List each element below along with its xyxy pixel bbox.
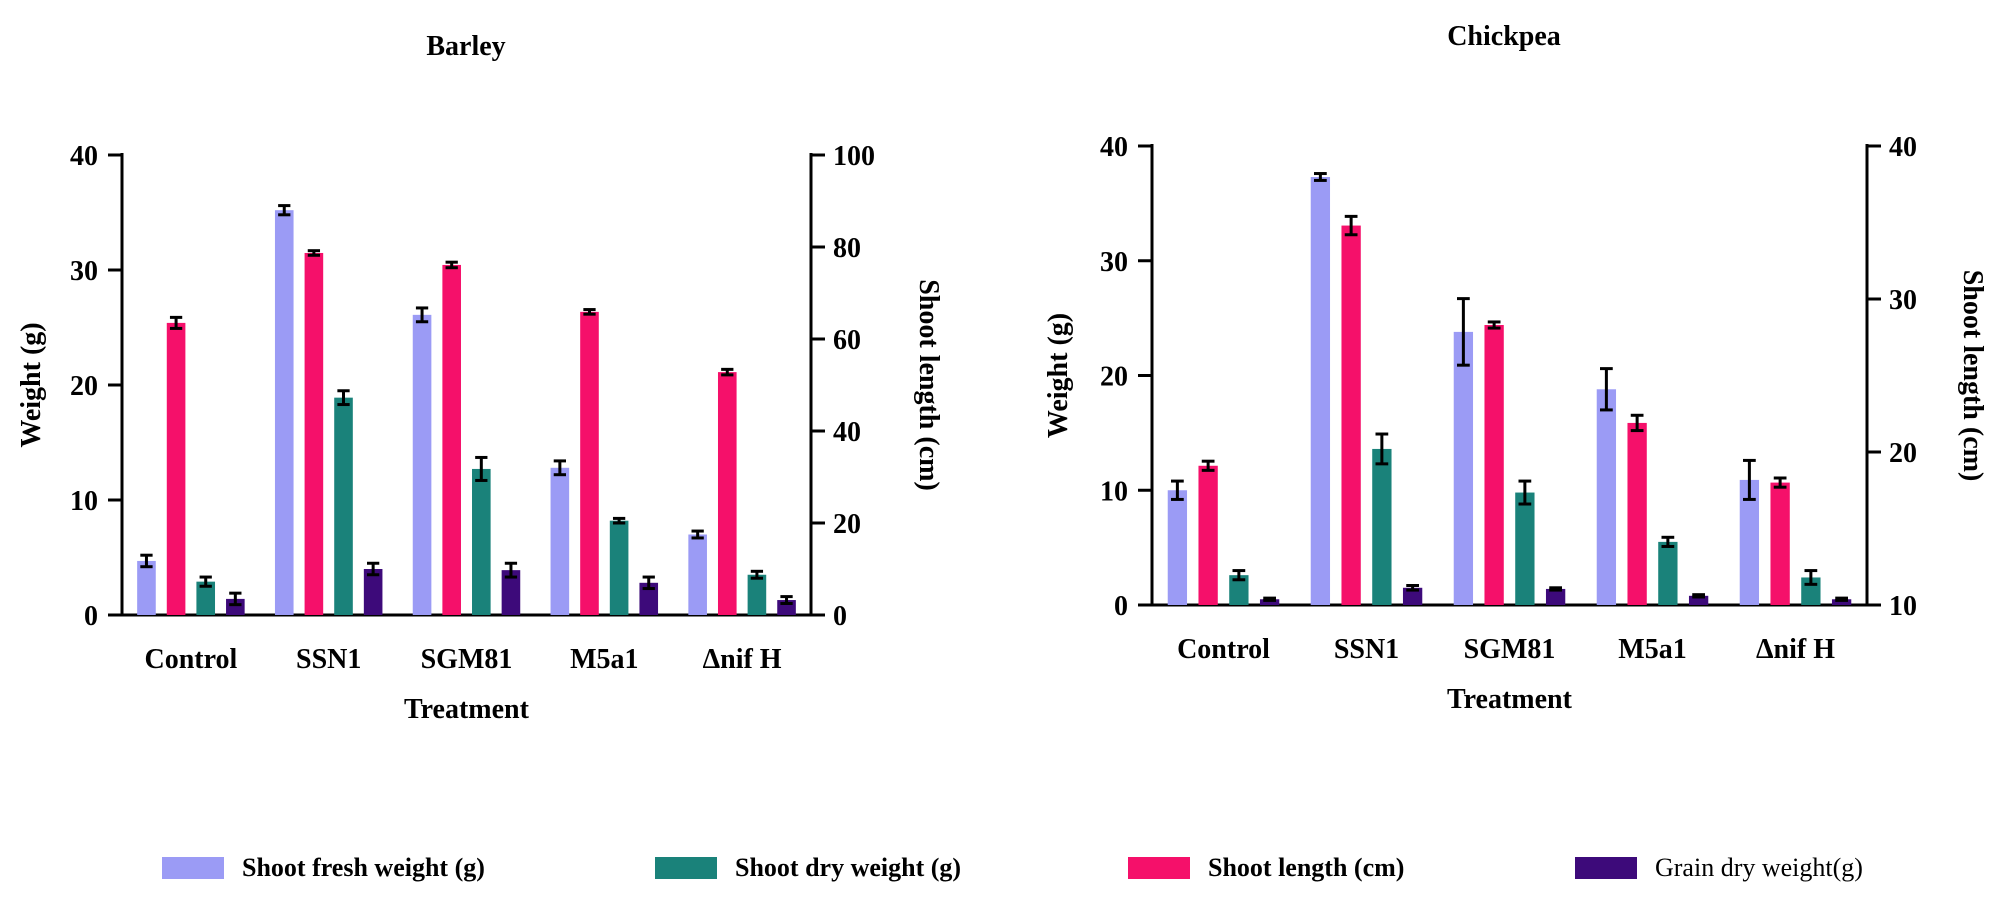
x-tick-label: SGM81: [1464, 634, 1556, 665]
bar-chickpea-shoot-fresh-weight-1: [1310, 176, 1331, 606]
bar-chickpea-shoot-length-3: [1627, 422, 1647, 605]
bar-barley-shoot-dry-weight-1: [334, 397, 353, 615]
bar-chickpea-shoot-length-1: [1341, 225, 1361, 605]
x-tick-label: Δnif H: [703, 644, 782, 675]
y-tick-label-left: 30: [70, 256, 98, 287]
bar-barley-shoot-fresh-weight-0: [137, 560, 156, 615]
legend-label-shoot-dry-weight: Shoot dry weight (g): [735, 853, 962, 882]
bar-chickpea-shoot-dry-weight-1: [1372, 448, 1392, 605]
bar-barley-shoot-fresh-weight-1: [274, 210, 294, 615]
x-tick-label: M5a1: [570, 644, 638, 675]
bar-chickpea-shoot-dry-weight-3: [1658, 541, 1678, 605]
y-tick-label-left: 0: [84, 601, 98, 632]
x-tick-label: Δnif H: [1756, 634, 1835, 665]
bar-barley-shoot-length-0: [166, 322, 186, 615]
bar-barley-shoot-dry-weight-0: [196, 581, 216, 615]
bar-barley-grain-dry-weight-3: [639, 582, 659, 615]
y-tick-label-right: 20: [1889, 438, 1917, 469]
y-tick-label-left: 20: [1100, 362, 1128, 393]
bar-barley-shoot-length-4: [717, 372, 737, 615]
bar-chickpea-grain-dry-weight-2: [1545, 588, 1566, 605]
y-tick-label-left: 40: [70, 141, 98, 172]
bar-chickpea-shoot-fresh-weight-0: [1167, 490, 1188, 605]
x-axis-label: Treatment: [404, 694, 530, 725]
legend-item-grain-dry-weight: Grain dry weight(g): [1575, 848, 1863, 888]
bar-chickpea-shoot-dry-weight-2: [1515, 492, 1535, 605]
y-tick-label-right: 40: [1889, 132, 1917, 163]
bar-barley-grain-dry-weight-1: [363, 569, 383, 615]
bar-barley-shoot-fresh-weight-4: [688, 534, 707, 615]
legend-item-shoot-fresh-weight: Shoot fresh weight (g): [162, 848, 485, 888]
y-tick-label-right: 0: [833, 601, 847, 632]
bar-barley-shoot-dry-weight-2: [472, 468, 491, 615]
x-tick-label: Control: [1177, 634, 1270, 665]
chickpea-chart: Chickpea 0 10 20 30 40 10 20 30 40 Weight (g) Shoot…: [1043, 21, 1988, 715]
bar-barley-shoot-dry-weight-4: [747, 574, 767, 615]
legend-swatch-shoot-fresh-weight: [162, 857, 224, 879]
y-tick-label-left: 30: [1100, 247, 1128, 278]
bar-barley-shoot-dry-weight-3: [609, 520, 629, 615]
y-axis-label-left: Weight (g): [16, 322, 47, 447]
chart-title: Chickpea: [1447, 21, 1561, 52]
bar-barley-grain-dry-weight-2: [501, 570, 521, 615]
y-tick-label-right: 30: [1889, 285, 1917, 316]
legend-swatch-shoot-length: [1128, 857, 1190, 879]
y-tick-label-left: 10: [70, 486, 98, 517]
bar-chickpea-shoot-length-0: [1198, 465, 1218, 605]
bar-chickpea-grain-dry-weight-0: [1259, 599, 1280, 605]
bar-barley-shoot-length-3: [580, 311, 599, 615]
legend: Shoot fresh weight (g) Shoot dry weight …: [0, 848, 1999, 888]
legend-swatch-grain-dry-weight: [1575, 857, 1637, 879]
x-tick-label: M5a1: [1618, 634, 1686, 665]
x-tick-label: SSN1: [1334, 634, 1399, 665]
bar-chickpea-grain-dry-weight-3: [1688, 595, 1709, 605]
bar-chickpea-shoot-dry-weight-0: [1229, 575, 1249, 605]
bar-chickpea-grain-dry-weight-4: [1831, 599, 1852, 605]
bar-barley-shoot-length-1: [304, 252, 324, 616]
legend-label-shoot-fresh-weight: Shoot fresh weight (g): [242, 853, 485, 882]
y-tick-label-right: 10: [1889, 591, 1917, 622]
x-tick-label: Control: [144, 644, 237, 675]
bar-barley-shoot-fresh-weight-2: [412, 314, 432, 615]
y-axis-label-right: Shoot length (cm): [913, 279, 944, 491]
chart-title: Barley: [426, 31, 505, 62]
x-tick-label: SSN1: [296, 644, 361, 675]
legend-item-shoot-dry-weight: Shoot dry weight (g): [655, 848, 961, 888]
legend-label-grain-dry-weight: Grain dry weight(g): [1655, 853, 1863, 882]
y-tick-label-left: 20: [70, 371, 98, 402]
y-tick-label-left: 0: [1114, 591, 1128, 622]
y-tick-label-right: 60: [833, 325, 861, 356]
barley-chart: Barley 0 10 20 30 40 0 20 40 60 80 100 Weight (g) Sho…: [16, 31, 944, 725]
y-axis-label-left: Weight (g): [1043, 313, 1074, 438]
bar-chickpea-shoot-fresh-weight-2: [1453, 331, 1474, 605]
bar-barley-shoot-fresh-weight-3: [550, 467, 570, 615]
y-tick-label-left: 10: [1100, 476, 1128, 507]
bar-chickpea-shoot-length-2: [1484, 325, 1504, 605]
legend-label-shoot-length: Shoot length (cm): [1208, 853, 1405, 882]
y-tick-label-right: 40: [833, 417, 861, 448]
bar-barley-grain-dry-weight-0: [226, 598, 245, 615]
y-tick-label-left: 40: [1100, 132, 1128, 163]
bar-chickpea-grain-dry-weight-1: [1402, 587, 1423, 605]
legend-swatch-shoot-dry-weight: [655, 857, 717, 879]
bar-chickpea-shoot-length-4: [1770, 482, 1790, 605]
bar-chickpea-shoot-fresh-weight-4: [1739, 479, 1760, 605]
y-axis-label-right: Shoot length (cm): [1957, 270, 1988, 482]
x-axis-label: Treatment: [1447, 684, 1573, 715]
legend-item-shoot-length: Shoot length (cm): [1128, 848, 1404, 888]
bar-barley-shoot-length-2: [442, 264, 461, 615]
y-tick-label-right: 100: [833, 141, 875, 172]
x-tick-label: SGM81: [421, 644, 513, 675]
bar-chickpea-shoot-fresh-weight-3: [1596, 389, 1617, 605]
y-tick-label-right: 80: [833, 233, 861, 264]
y-tick-label-right: 20: [833, 509, 861, 540]
